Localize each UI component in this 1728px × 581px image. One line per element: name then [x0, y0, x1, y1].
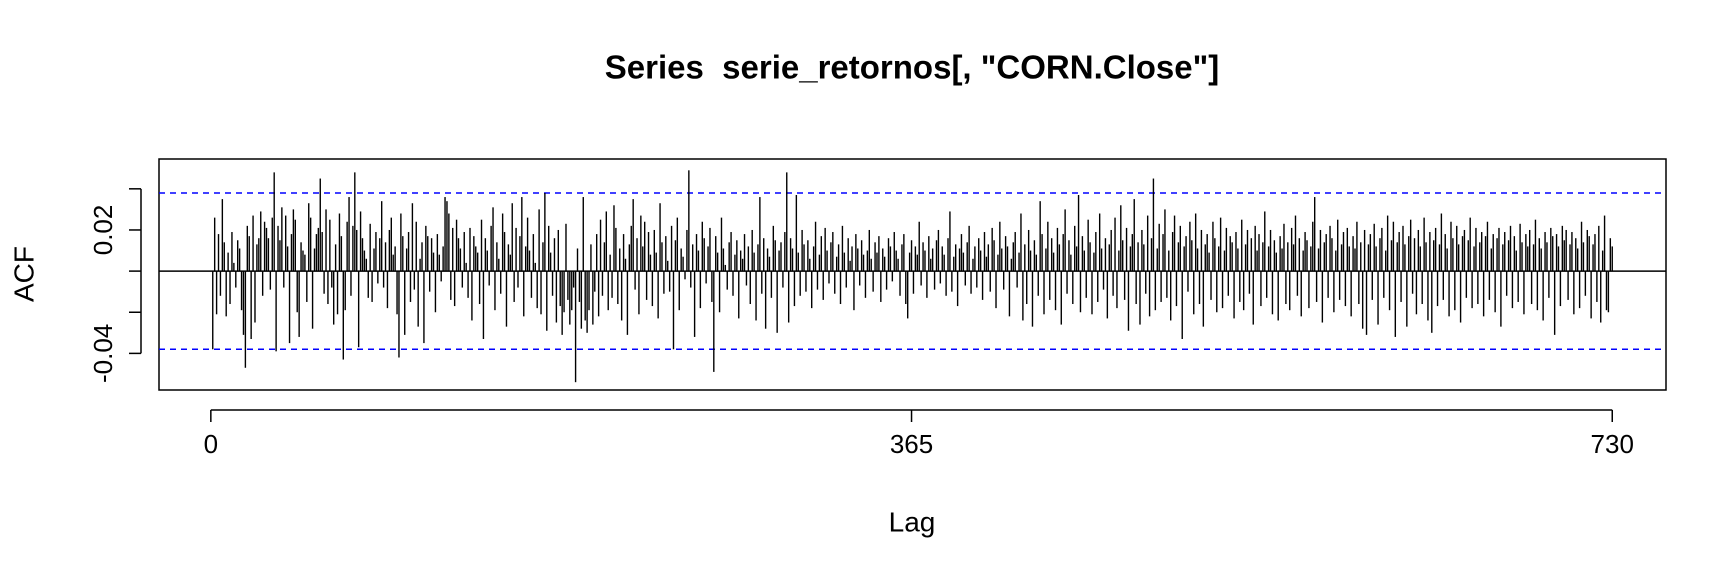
- x-axis-label: Lag: [889, 506, 936, 537]
- chart-title: Series serie_retornos[, "CORN.Close"]: [605, 49, 1220, 86]
- x-tick-label: 730: [1591, 429, 1634, 459]
- y-tick-label: 0.02: [88, 205, 118, 256]
- x-tick-label: 0: [204, 429, 218, 459]
- x-tick-label: 365: [890, 429, 933, 459]
- plot-box: [158, 158, 1667, 391]
- y-tick-label: -0.04: [88, 324, 118, 383]
- y-axis-label: ACF: [8, 246, 39, 302]
